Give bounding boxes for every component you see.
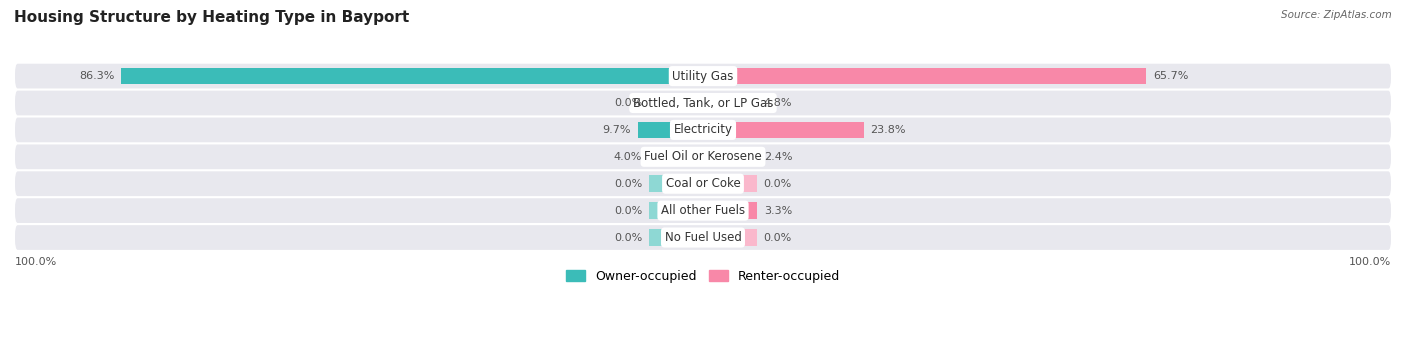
Text: No Fuel Used: No Fuel Used: [665, 231, 741, 244]
Text: Electricity: Electricity: [673, 123, 733, 136]
Bar: [650, 202, 703, 219]
Text: Utility Gas: Utility Gas: [672, 70, 734, 83]
FancyBboxPatch shape: [15, 64, 1391, 88]
FancyBboxPatch shape: [15, 171, 1391, 196]
Text: 100.0%: 100.0%: [15, 257, 58, 267]
Text: 65.7%: 65.7%: [1153, 71, 1188, 81]
Legend: Owner-occupied, Renter-occupied: Owner-occupied, Renter-occupied: [561, 265, 845, 288]
Text: 86.3%: 86.3%: [79, 71, 114, 81]
Bar: [703, 175, 756, 192]
Bar: [650, 175, 703, 192]
Bar: [650, 229, 703, 246]
Bar: [703, 202, 756, 219]
Bar: [650, 148, 703, 165]
Text: 0.0%: 0.0%: [614, 206, 643, 216]
Text: 3.3%: 3.3%: [763, 206, 792, 216]
Text: 4.0%: 4.0%: [614, 152, 643, 162]
Text: 23.8%: 23.8%: [870, 125, 905, 135]
FancyBboxPatch shape: [15, 198, 1391, 223]
Bar: [650, 95, 703, 112]
Text: Source: ZipAtlas.com: Source: ZipAtlas.com: [1281, 10, 1392, 20]
Text: All other Fuels: All other Fuels: [661, 204, 745, 217]
Text: 0.0%: 0.0%: [763, 233, 792, 242]
Text: 9.7%: 9.7%: [602, 125, 631, 135]
FancyBboxPatch shape: [15, 225, 1391, 250]
Text: 0.0%: 0.0%: [614, 98, 643, 108]
FancyBboxPatch shape: [15, 91, 1391, 115]
Text: 100.0%: 100.0%: [1348, 257, 1391, 267]
Text: Housing Structure by Heating Type in Bayport: Housing Structure by Heating Type in Bay…: [14, 10, 409, 25]
Bar: [703, 68, 1146, 85]
FancyBboxPatch shape: [15, 145, 1391, 169]
Text: 4.8%: 4.8%: [763, 98, 792, 108]
Bar: [703, 122, 863, 138]
Text: 2.4%: 2.4%: [763, 152, 792, 162]
Text: Fuel Oil or Kerosene: Fuel Oil or Kerosene: [644, 150, 762, 163]
Bar: [703, 229, 756, 246]
Text: Bottled, Tank, or LP Gas: Bottled, Tank, or LP Gas: [633, 97, 773, 109]
Bar: [121, 68, 703, 85]
Text: 0.0%: 0.0%: [614, 179, 643, 189]
Bar: [703, 95, 756, 112]
Text: 0.0%: 0.0%: [763, 179, 792, 189]
Bar: [703, 148, 756, 165]
Text: Coal or Coke: Coal or Coke: [665, 177, 741, 190]
FancyBboxPatch shape: [15, 118, 1391, 142]
Bar: [637, 122, 703, 138]
Text: 0.0%: 0.0%: [614, 233, 643, 242]
